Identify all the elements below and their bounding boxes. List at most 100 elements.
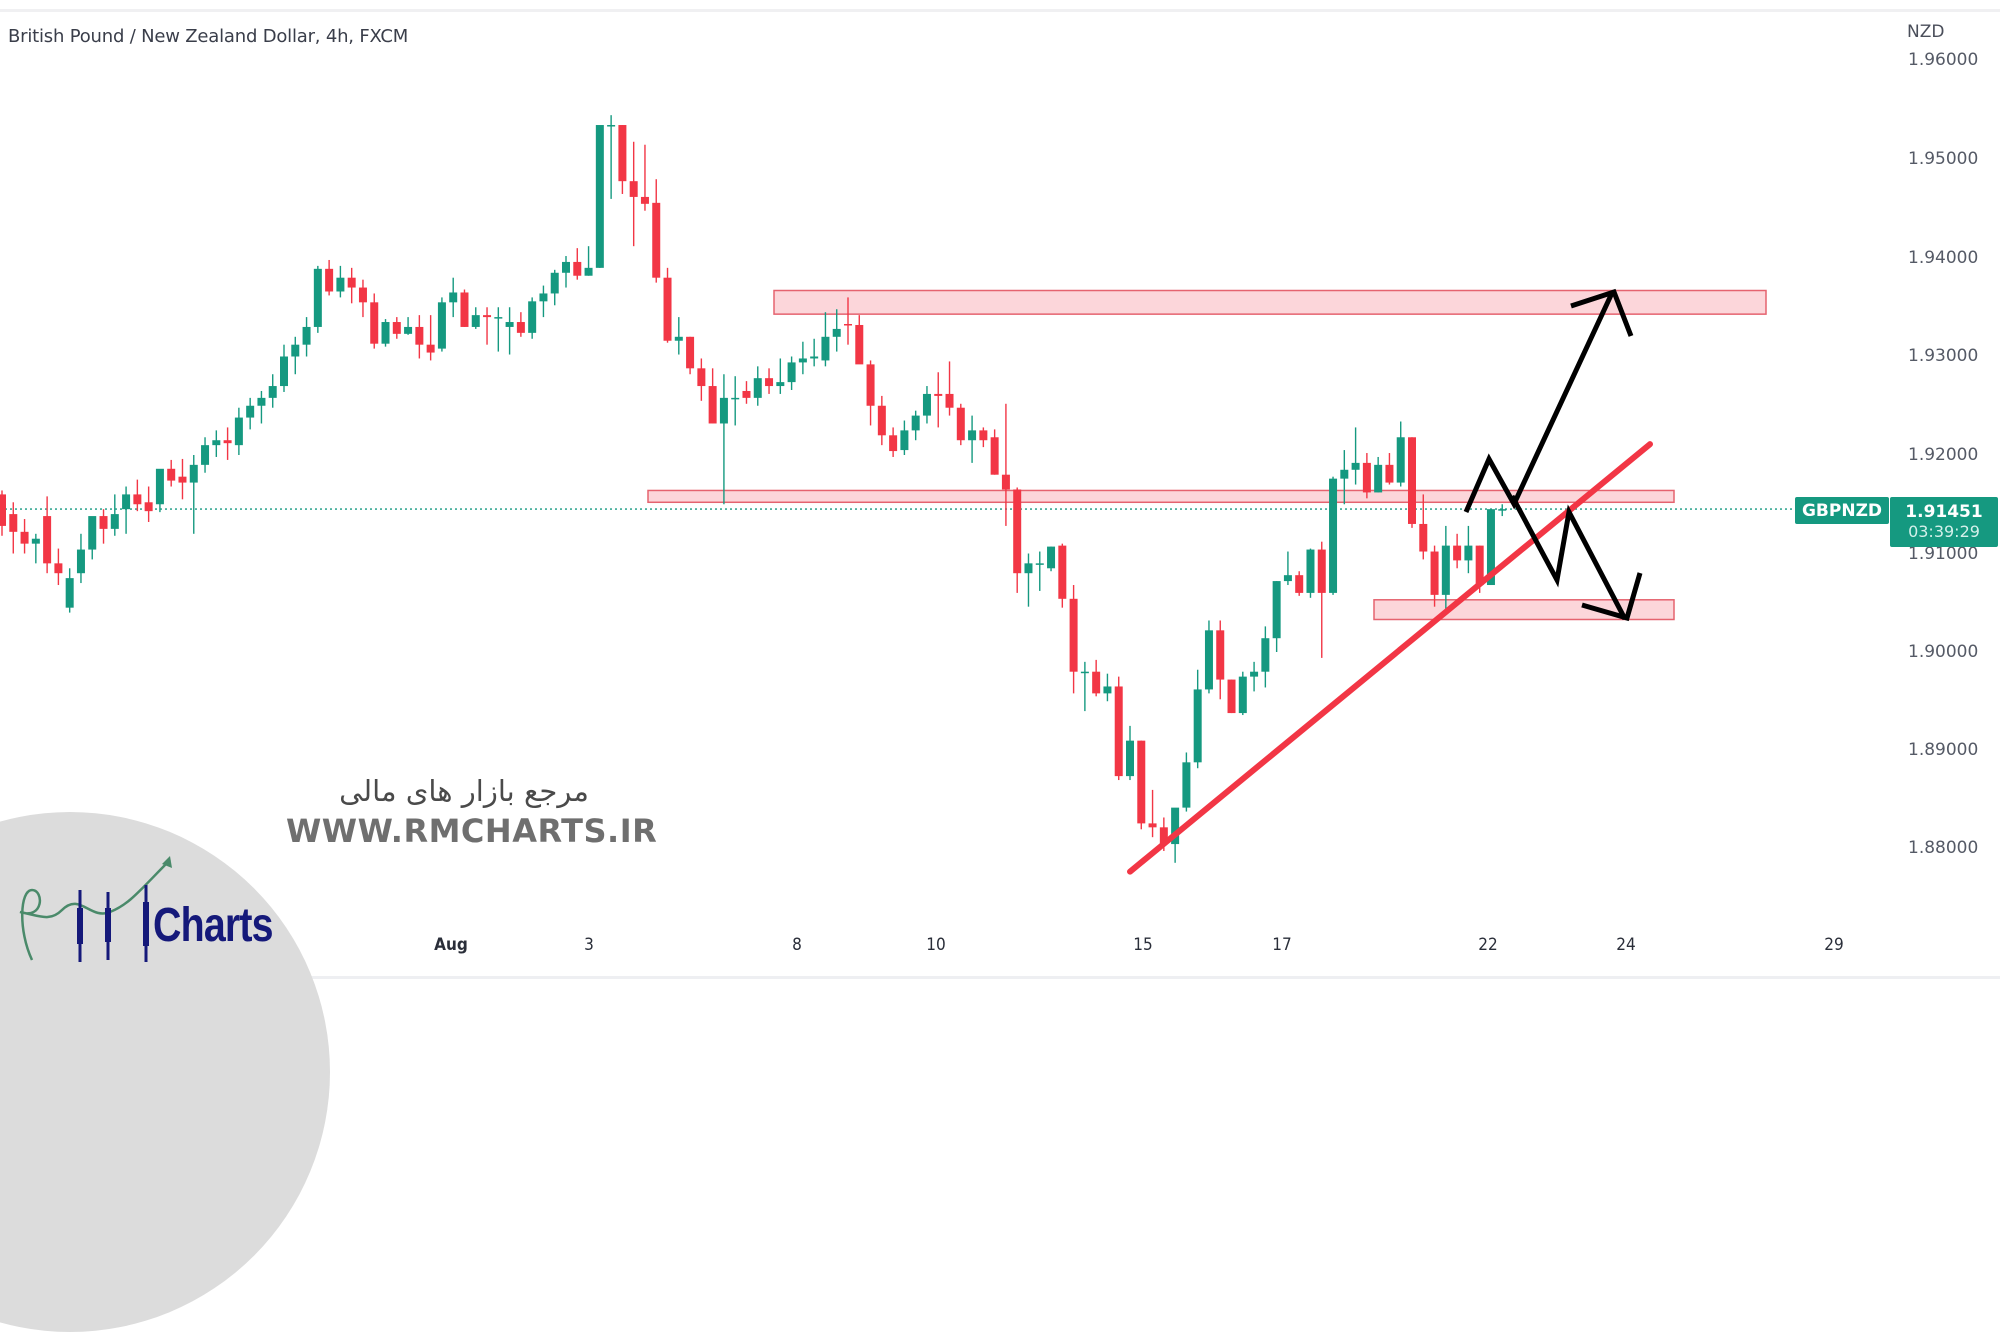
time-tick-label: Aug [434,935,468,955]
bearish-candle [0,494,6,526]
watermark-url: WWW.RMCHARTS.IR [286,812,658,850]
price-tick-label: 1.94000 [1908,248,1979,268]
bullish-candle [911,415,920,431]
bearish-candle [652,202,661,278]
bullish-candle [595,125,604,268]
bearish-candle [697,368,706,387]
bearish-candle [742,390,751,398]
bearish-candle [640,196,649,204]
bearish-candle [618,125,627,182]
rm-logo-icon [19,856,172,962]
bullish-candle [1351,462,1360,470]
bullish-candle [539,293,548,302]
bullish-candle [110,514,119,529]
bearish-candle [686,336,695,369]
bullish-candle [1182,762,1191,808]
logo-text: Charts [153,899,274,952]
bullish-candle [1329,478,1338,593]
bullish-candle [550,272,559,294]
bearish-candle [370,302,379,344]
bearish-candle [1159,827,1168,845]
bearish-candle [483,315,492,318]
bullish-candle [528,301,537,333]
price-tick-label: 1.95000 [1908,149,1979,169]
currency-label: NZD [1907,22,1945,42]
bullish-candle [674,336,683,341]
bullish-candle [155,468,164,505]
bearish-candle [43,516,52,564]
bearish-candle [325,268,334,292]
bullish-candle [31,538,40,544]
bullish-candle [787,362,796,383]
bearish-candle [765,378,774,387]
bullish-candle [1340,469,1349,479]
time-tick-label: 3 [584,935,594,955]
bullish-candle [88,516,97,550]
middle-zone [647,489,1675,504]
bearish-candle [708,386,717,424]
bullish-candle [798,358,807,363]
bearish-candle [945,393,954,408]
bullish-candle [1171,807,1180,845]
chart-title: British Pound / New Zealand Dollar, 4h, … [8,26,409,47]
bullish-candle [122,494,131,510]
bearish-candle [20,531,29,544]
bearish-candle [1148,823,1157,828]
bullish-candle [302,326,311,345]
bullish-candle [404,326,413,334]
bearish-candle [144,502,153,512]
bearish-candle [415,326,424,345]
bullish-candle [1204,630,1213,690]
bullish-candle [1080,671,1089,674]
bullish-candle [1396,437,1405,483]
bearish-candle [1419,523,1428,552]
bearish-candle [1317,549,1326,593]
bullish-candle [810,356,819,359]
bearish-candle [167,468,176,481]
time-axis-border [0,976,2000,979]
bullish-candle [821,336,830,361]
time-axis[interactable]: Aug 3 8 10 15 17 22 24 29 [0,935,2000,965]
bearish-candle [1385,464,1394,483]
bullish-candle [900,430,909,451]
bearish-candle [460,292,469,327]
upper-resistance-zone [773,289,1767,315]
bullish-candle [1306,549,1315,593]
candlestick-chart[interactable] [0,0,2000,1000]
bearish-projection-path [1509,494,1628,621]
price-tick-label: 1.96000 [1908,50,1979,70]
bullish-candle [505,322,514,327]
bearish-candle [1058,545,1067,599]
bullish-candle [234,417,243,446]
time-tick-label: 17 [1272,935,1292,955]
bullish-candle [246,405,255,418]
bearish-candle [1114,686,1123,777]
bullish-candle [922,393,931,416]
bearish-candle [1227,679,1236,714]
bullish-candle [753,378,762,398]
price-tick-label: 1.89000 [1908,740,1979,760]
ascending-trendline [1127,441,1653,875]
bearish-candle [133,494,142,505]
bullish-candle [1103,686,1112,694]
bearish-candle [223,440,232,444]
time-tick-label: 15 [1133,935,1153,955]
bullish-candle [607,125,616,127]
bullish-candle [1238,676,1247,714]
bearish-candle [573,261,582,276]
bearish-candle [844,323,852,326]
bearish-candle [1216,630,1225,680]
bearish-candle [979,430,988,441]
last-price-badge: 1.91451 03:39:29 [1890,497,1998,547]
top-strip [0,0,2000,12]
bullish-candle [1374,464,1383,493]
bullish-candle [832,328,841,337]
bearish-candle [1453,545,1462,561]
bullish-candle [336,277,345,292]
bearish-candle [956,407,965,441]
time-tick-label: 22 [1478,935,1498,955]
bearish-candle [1475,545,1484,586]
bearish-candle [1362,462,1371,493]
bearish-candle [1408,437,1416,524]
price-tick-label: 1.88000 [1908,838,1979,858]
